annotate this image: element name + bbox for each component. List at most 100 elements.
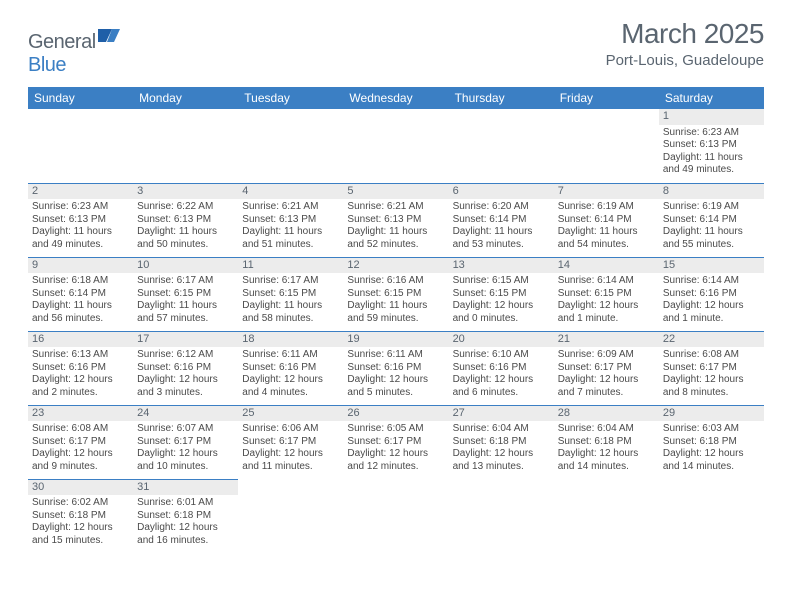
calendar-cell [659, 479, 764, 553]
sunset-text: Sunset: 6:14 PM [453, 214, 550, 227]
sunset-text: Sunset: 6:16 PM [663, 288, 760, 301]
sunrise-text: Sunrise: 6:11 AM [347, 349, 444, 362]
page-title: March 2025 [606, 18, 764, 50]
daylight-text: Daylight: 12 hours and 13 minutes. [453, 448, 550, 473]
day-number: 13 [449, 258, 554, 274]
sunset-text: Sunset: 6:13 PM [663, 139, 760, 152]
daylight-text: Daylight: 12 hours and 10 minutes. [137, 448, 234, 473]
sunset-text: Sunset: 6:15 PM [453, 288, 550, 301]
sunrise-text: Sunrise: 6:20 AM [453, 201, 550, 214]
sunrise-text: Sunrise: 6:09 AM [558, 349, 655, 362]
sunset-text: Sunset: 6:15 PM [347, 288, 444, 301]
calendar-cell: 9Sunrise: 6:18 AMSunset: 6:14 PMDaylight… [28, 257, 133, 331]
daylight-text: Daylight: 12 hours and 9 minutes. [32, 448, 129, 473]
sunset-text: Sunset: 6:18 PM [137, 510, 234, 523]
day-number: 20 [449, 332, 554, 348]
calendar-cell: 26Sunrise: 6:05 AMSunset: 6:17 PMDayligh… [343, 405, 448, 479]
sunrise-text: Sunrise: 6:14 AM [558, 275, 655, 288]
daylight-text: Daylight: 11 hours and 59 minutes. [347, 300, 444, 325]
logo-general: General [28, 31, 96, 53]
calendar-cell: 30Sunrise: 6:02 AMSunset: 6:18 PMDayligh… [28, 479, 133, 553]
daylight-text: Daylight: 12 hours and 5 minutes. [347, 374, 444, 399]
calendar-cell: 8Sunrise: 6:19 AMSunset: 6:14 PMDaylight… [659, 183, 764, 257]
sunrise-text: Sunrise: 6:23 AM [663, 127, 760, 140]
sunrise-text: Sunrise: 6:21 AM [347, 201, 444, 214]
day-number: 29 [659, 406, 764, 422]
day-number: 31 [133, 480, 238, 496]
calendar-row: 9Sunrise: 6:18 AMSunset: 6:14 PMDaylight… [28, 257, 764, 331]
daylight-text: Daylight: 11 hours and 53 minutes. [453, 226, 550, 251]
sunset-text: Sunset: 6:14 PM [663, 214, 760, 227]
daylight-text: Daylight: 12 hours and 7 minutes. [558, 374, 655, 399]
calendar-cell: 20Sunrise: 6:10 AMSunset: 6:16 PMDayligh… [449, 331, 554, 405]
day-number: 6 [449, 184, 554, 200]
sunset-text: Sunset: 6:16 PM [453, 362, 550, 375]
calendar-row: 2Sunrise: 6:23 AMSunset: 6:13 PMDaylight… [28, 183, 764, 257]
daylight-text: Daylight: 11 hours and 52 minutes. [347, 226, 444, 251]
daylight-text: Daylight: 12 hours and 14 minutes. [558, 448, 655, 473]
day-number: 23 [28, 406, 133, 422]
day-number: 8 [659, 184, 764, 200]
logo: General Blue [28, 26, 120, 77]
calendar-cell: 6Sunrise: 6:20 AMSunset: 6:14 PMDaylight… [449, 183, 554, 257]
location-label: Port-Louis, Guadeloupe [606, 52, 764, 69]
day-number: 27 [449, 406, 554, 422]
calendar-cell: 19Sunrise: 6:11 AMSunset: 6:16 PMDayligh… [343, 331, 448, 405]
logo-blue: Blue [28, 54, 66, 76]
calendar-cell: 21Sunrise: 6:09 AMSunset: 6:17 PMDayligh… [554, 331, 659, 405]
sunset-text: Sunset: 6:16 PM [347, 362, 444, 375]
col-wednesday: Wednesday [343, 87, 448, 109]
calendar-header: Sunday Monday Tuesday Wednesday Thursday… [28, 87, 764, 109]
sunrise-text: Sunrise: 6:08 AM [32, 423, 129, 436]
daylight-text: Daylight: 12 hours and 4 minutes. [242, 374, 339, 399]
calendar-cell: 18Sunrise: 6:11 AMSunset: 6:16 PMDayligh… [238, 331, 343, 405]
sunrise-text: Sunrise: 6:19 AM [558, 201, 655, 214]
calendar-cell [449, 109, 554, 183]
calendar-cell: 28Sunrise: 6:04 AMSunset: 6:18 PMDayligh… [554, 405, 659, 479]
calendar-cell [133, 109, 238, 183]
daylight-text: Daylight: 11 hours and 49 minutes. [32, 226, 129, 251]
sunrise-text: Sunrise: 6:05 AM [347, 423, 444, 436]
sunrise-text: Sunrise: 6:03 AM [663, 423, 760, 436]
calendar-body: 1Sunrise: 6:23 AMSunset: 6:13 PMDaylight… [28, 109, 764, 553]
day-number: 26 [343, 406, 448, 422]
sunset-text: Sunset: 6:18 PM [32, 510, 129, 523]
sunrise-text: Sunrise: 6:07 AM [137, 423, 234, 436]
sunrise-text: Sunrise: 6:04 AM [453, 423, 550, 436]
sunset-text: Sunset: 6:13 PM [242, 214, 339, 227]
sunset-text: Sunset: 6:18 PM [558, 436, 655, 449]
day-number: 12 [343, 258, 448, 274]
sunrise-text: Sunrise: 6:21 AM [242, 201, 339, 214]
calendar-cell: 27Sunrise: 6:04 AMSunset: 6:18 PMDayligh… [449, 405, 554, 479]
sunset-text: Sunset: 6:15 PM [242, 288, 339, 301]
day-number: 30 [28, 480, 133, 496]
calendar-cell: 7Sunrise: 6:19 AMSunset: 6:14 PMDaylight… [554, 183, 659, 257]
sunrise-text: Sunrise: 6:06 AM [242, 423, 339, 436]
sunset-text: Sunset: 6:18 PM [453, 436, 550, 449]
calendar-cell: 15Sunrise: 6:14 AMSunset: 6:16 PMDayligh… [659, 257, 764, 331]
sunrise-text: Sunrise: 6:17 AM [242, 275, 339, 288]
daylight-text: Daylight: 12 hours and 15 minutes. [32, 522, 129, 547]
title-block: March 2025 Port-Louis, Guadeloupe [606, 18, 764, 69]
sunset-text: Sunset: 6:17 PM [242, 436, 339, 449]
day-number: 17 [133, 332, 238, 348]
calendar-cell: 13Sunrise: 6:15 AMSunset: 6:15 PMDayligh… [449, 257, 554, 331]
calendar-cell: 24Sunrise: 6:07 AMSunset: 6:17 PMDayligh… [133, 405, 238, 479]
daylight-text: Daylight: 12 hours and 11 minutes. [242, 448, 339, 473]
daylight-text: Daylight: 11 hours and 55 minutes. [663, 226, 760, 251]
calendar-cell [449, 479, 554, 553]
sunrise-text: Sunrise: 6:13 AM [32, 349, 129, 362]
sunset-text: Sunset: 6:16 PM [242, 362, 339, 375]
sunset-text: Sunset: 6:17 PM [663, 362, 760, 375]
calendar-cell: 14Sunrise: 6:14 AMSunset: 6:15 PMDayligh… [554, 257, 659, 331]
calendar-cell: 1Sunrise: 6:23 AMSunset: 6:13 PMDaylight… [659, 109, 764, 183]
calendar-cell: 31Sunrise: 6:01 AMSunset: 6:18 PMDayligh… [133, 479, 238, 553]
daylight-text: Daylight: 12 hours and 12 minutes. [347, 448, 444, 473]
calendar-cell: 3Sunrise: 6:22 AMSunset: 6:13 PMDaylight… [133, 183, 238, 257]
day-number: 25 [238, 406, 343, 422]
daylight-text: Daylight: 11 hours and 58 minutes. [242, 300, 339, 325]
day-number: 14 [554, 258, 659, 274]
sunset-text: Sunset: 6:17 PM [558, 362, 655, 375]
daylight-text: Daylight: 11 hours and 49 minutes. [663, 152, 760, 177]
daylight-text: Daylight: 12 hours and 8 minutes. [663, 374, 760, 399]
